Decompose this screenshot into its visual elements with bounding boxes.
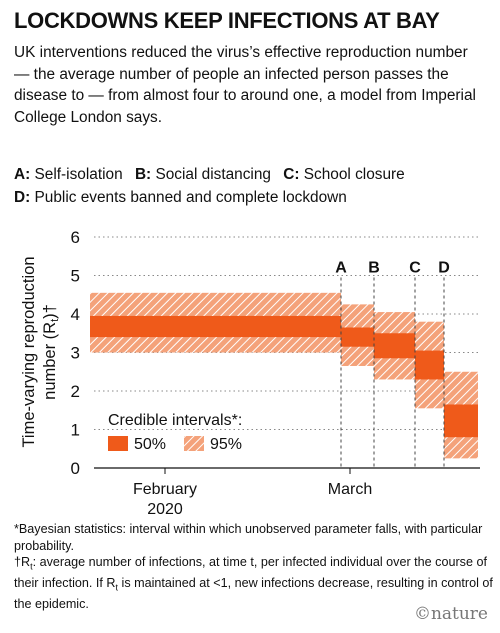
legend-label-95: 95% [210, 436, 242, 453]
legend-title: Credible intervals*: [108, 412, 242, 429]
key-c-text: School closure [303, 166, 405, 183]
chart-title: LOCKDOWNS KEEP INFECTIONS AT BAY [14, 8, 440, 33]
key-a-letter: A: [14, 166, 31, 183]
ci50-band [374, 333, 415, 359]
key-b-letter: B: [134, 166, 152, 183]
y-tick-label: 4 [71, 305, 80, 324]
footnote-bayesian: *Bayesian statistics: interval within wh… [14, 522, 483, 553]
intervention-label-B: B [368, 260, 380, 277]
band-layer [90, 292, 478, 459]
y-tick-label: 5 [71, 267, 80, 286]
intervention-key-line-2: D: Public events banned and complete loc… [14, 189, 347, 207]
y-tick-label: 1 [71, 421, 80, 440]
y-axis-title-line1: Time-varying reproduction [20, 256, 38, 447]
axis-layer: 0 1 2 3 4 5 6 February 2020 March Time-varying rep… [20, 228, 480, 517]
intervention-label-C: C [409, 260, 421, 277]
ci50-band [444, 404, 478, 438]
key-d-text: Public events banned and complete lockdo… [34, 189, 347, 206]
legend-label-50: 50% [134, 436, 166, 453]
footnote-rt: †Rt: average number of infections, at ti… [14, 555, 493, 612]
key-d-letter: D: [14, 189, 31, 206]
intervention-label-D: D [438, 260, 450, 277]
legend-swatch-95 [184, 436, 204, 451]
credible-interval-legend: Credible intervals*: 50% 95% [108, 412, 242, 453]
x-tick-label: February [133, 481, 197, 498]
ci50-band [90, 315, 341, 338]
legend-swatch-50 [108, 436, 128, 451]
y-tick-label: 0 [71, 459, 80, 478]
y-tick-label: 6 [71, 228, 80, 247]
nature-credit: ©nature [413, 604, 488, 624]
chart-subtitle: UK interventions reduced the virus’s eff… [14, 44, 476, 126]
ci50-band [415, 350, 444, 380]
key-c-letter: C: [283, 166, 300, 183]
x-tick-label-year: 2020 [147, 501, 183, 517]
y-tick-label: 3 [71, 344, 80, 363]
y-tick-label: 2 [71, 382, 80, 401]
intervention-label-A: A [335, 260, 347, 277]
y-axis-title-line2: number (Rt)† [41, 304, 61, 400]
key-b-text: Social distancing [155, 166, 271, 183]
footnotes: *Bayesian statistics: interval within wh… [14, 521, 494, 613]
y-axis-title: Time-varying reproduction number (Rt)† [20, 256, 61, 447]
x-tick-label: March [328, 481, 372, 498]
ci50-band [341, 327, 374, 347]
intervention-key-line-1: A: Self-isolation B: Social distancing C… [14, 166, 405, 184]
key-a-text: Self-isolation [34, 166, 123, 183]
